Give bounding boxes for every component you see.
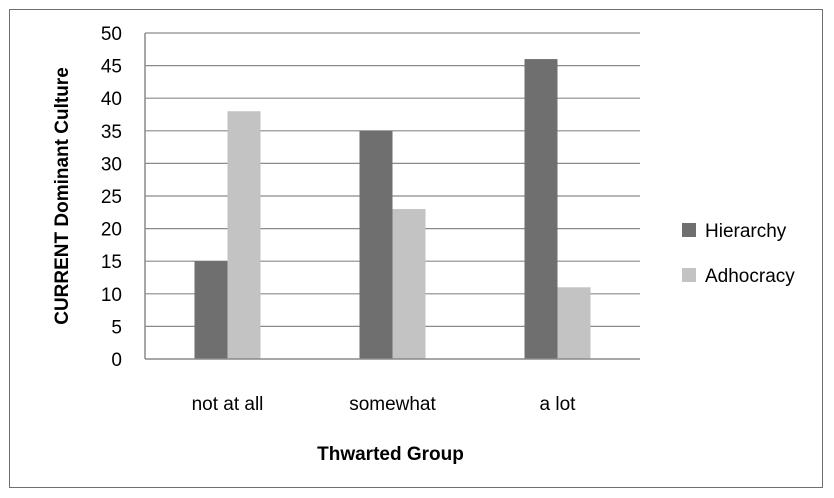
bar-adhocracy-a-lot — [557, 287, 591, 359]
x-tick-label: not at all — [192, 394, 264, 415]
y-tick-label: 50 — [101, 24, 122, 45]
y-tick-label: 25 — [101, 187, 122, 208]
y-tick-label: 40 — [101, 89, 122, 110]
y-axis-title: CURRENT Dominant Culture — [52, 67, 73, 325]
x-axis-title: Thwarted Group — [317, 444, 464, 465]
legend: Hierarchy Adhocracy — [682, 221, 795, 287]
y-tick-label: 35 — [101, 122, 122, 143]
legend-label-adhocracy: Adhocracy — [705, 266, 795, 287]
x-tick-label: a lot — [540, 394, 577, 415]
x-tick-label: somewhat — [349, 394, 436, 415]
bar-hierarchy-not-at-all — [194, 261, 228, 359]
bar-adhocracy-not-at-all — [227, 111, 261, 360]
bar-hierarchy-a-lot — [524, 59, 558, 360]
legend-label-hierarchy: Hierarchy — [705, 221, 787, 242]
y-tick-label: 30 — [101, 154, 122, 175]
x-axis-ticks: not at all somewhat a lot — [192, 394, 577, 415]
bar-hierarchy-somewhat — [359, 130, 393, 359]
bar-adhocracy-somewhat — [392, 209, 426, 359]
y-tick-label: 0 — [111, 350, 122, 371]
y-tick-label: 5 — [111, 317, 122, 338]
legend-swatch-adhocracy — [682, 268, 696, 282]
y-axis-ticks: 0 5 10 15 20 25 30 35 40 45 50 — [101, 24, 122, 371]
bars — [194, 59, 591, 360]
y-tick-label: 15 — [101, 252, 122, 273]
y-tick-label: 45 — [101, 57, 122, 78]
legend-swatch-hierarchy — [682, 223, 696, 237]
y-tick-label: 20 — [101, 220, 122, 241]
y-tick-label: 10 — [101, 285, 122, 306]
